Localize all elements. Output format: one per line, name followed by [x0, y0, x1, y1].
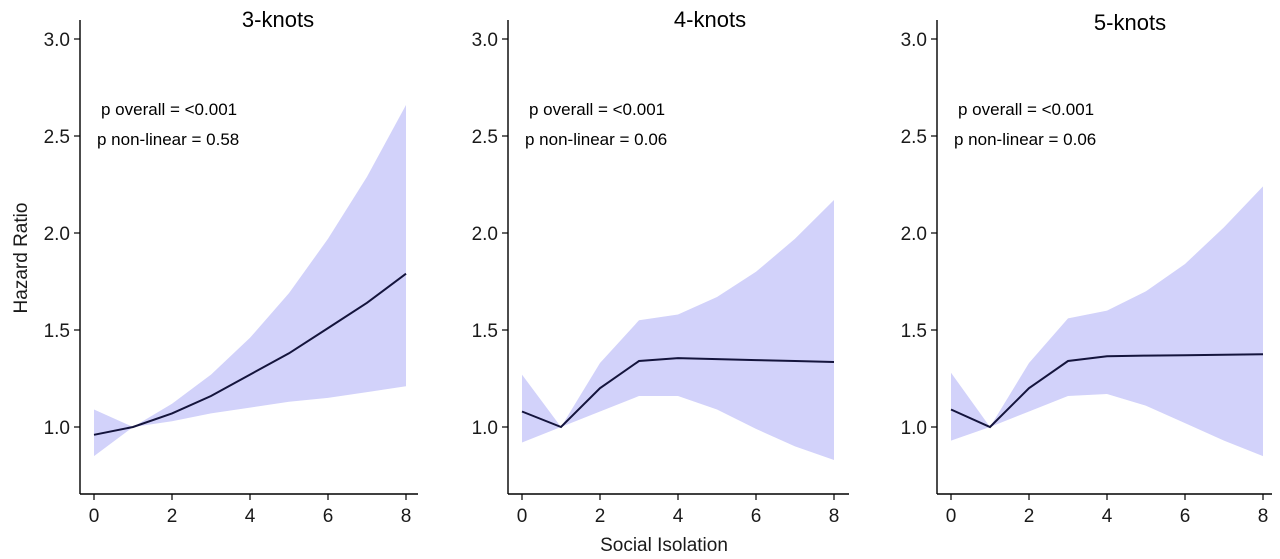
confidence-band: [951, 186, 1263, 457]
x-tick-label: 6: [1180, 506, 1191, 527]
p-value-annotation: p overall = <0.001: [101, 100, 237, 119]
panel-3: 1.0 1.5 2.0 2.5 3.0 0 2 4 6 8 5-knots p overall = <…: [901, 10, 1272, 527]
y-tick-label: 2.0: [472, 224, 498, 245]
y-tick-label: 1.0: [901, 418, 927, 439]
y-axis-title: Hazard Ratio: [11, 203, 32, 314]
x-tick-label: 8: [1258, 506, 1269, 527]
hazard-ratio-line: [521, 357, 835, 429]
x-tick-label: 8: [829, 506, 840, 527]
confidence-band: [94, 105, 406, 457]
x-tick-label: 4: [245, 506, 256, 527]
panel-title: 5-knots: [1094, 10, 1166, 35]
p-value-annotation: p non-linear = 0.06: [525, 130, 667, 149]
x-tick-label: 0: [89, 506, 100, 527]
y-tick-label: 3.0: [44, 30, 70, 51]
x-tick-label: 6: [323, 506, 334, 527]
p-value-annotation: p non-linear = 0.58: [97, 130, 239, 149]
x-tick-label: 0: [946, 506, 957, 527]
y-tick-label: 2.0: [901, 224, 927, 245]
x-tick-label: 2: [167, 506, 178, 527]
y-tick-label: 1.5: [901, 321, 927, 342]
hazard-ratio-line: [950, 353, 1264, 429]
panel-title: 4-knots: [674, 7, 746, 32]
x-tick-label: 6: [751, 506, 762, 527]
y-tick-label: 3.0: [901, 30, 927, 51]
x-tick-label: 2: [595, 506, 606, 527]
x-tick-label: 4: [1102, 506, 1113, 527]
y-tick-label: 2.5: [44, 127, 70, 148]
x-tick-label: 2: [1024, 506, 1035, 527]
p-value-annotation: p non-linear = 0.06: [954, 130, 1096, 149]
y-tick-label: 3.0: [472, 30, 498, 51]
panel-1: 1.0 1.5 2.0 2.5 3.0 0 2 4 6 8 3-knots p overall = <…: [44, 7, 418, 527]
x-axis-title: Social Isolation: [600, 535, 728, 556]
confidence-band: [522, 200, 834, 460]
y-tick-label: 1.0: [472, 418, 498, 439]
p-value-annotation: p overall = <0.001: [958, 100, 1094, 119]
y-tick-label: 1.5: [472, 321, 498, 342]
hazard-ratio-line: [93, 272, 407, 436]
panel-title: 3-knots: [242, 7, 314, 32]
y-tick-label: 1.0: [44, 418, 70, 439]
x-tick-label: 4: [673, 506, 684, 527]
p-value-annotation: p overall = <0.001: [529, 100, 665, 119]
y-tick-label: 1.5: [44, 321, 70, 342]
y-tick-label: 2.0: [44, 224, 70, 245]
x-tick-label: 8: [401, 506, 412, 527]
y-tick-label: 2.5: [901, 127, 927, 148]
y-tick-label: 2.5: [472, 127, 498, 148]
x-tick-label: 0: [517, 506, 528, 527]
panel-2: 1.0 1.5 2.0 2.5 3.0 0 2 4 6 8 4-knots p overall = <…: [472, 7, 849, 527]
